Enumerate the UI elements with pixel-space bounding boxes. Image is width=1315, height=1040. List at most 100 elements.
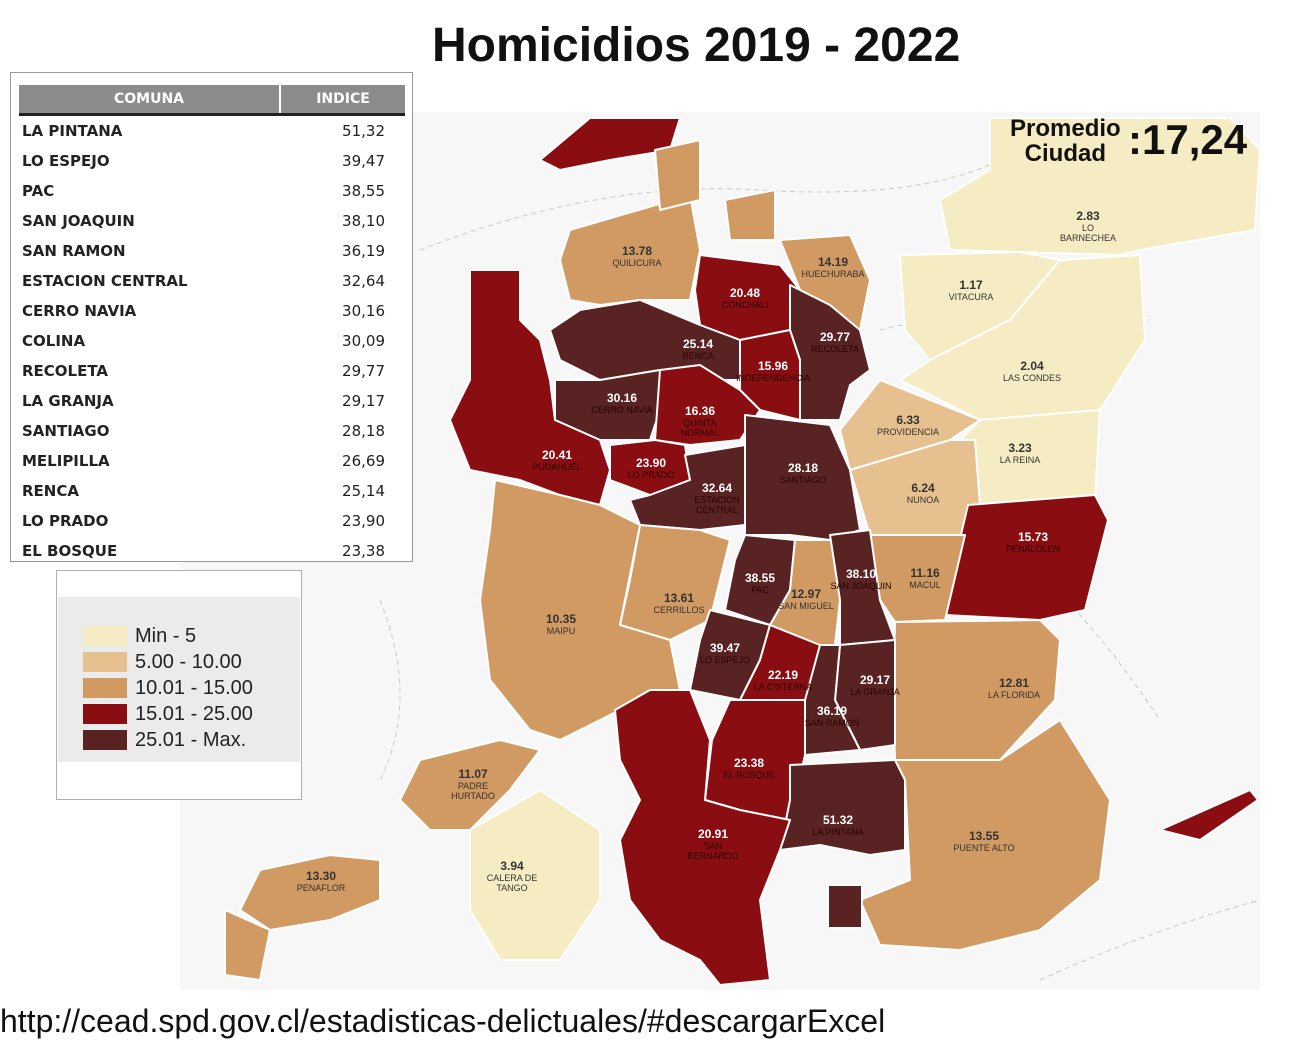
comuna-colina (539, 117, 681, 171)
comuna-value-label: 3.23 (1008, 441, 1032, 455)
table-row: PAC 38,55 (19, 176, 405, 206)
comuna-name-label: NUNOA (907, 495, 940, 505)
legend-label: 15.01 - 25.00 (135, 702, 253, 725)
table-row: LO PRADO 23,90 (19, 506, 405, 536)
comuna-name-label: ESTACION CENTRAL (694, 495, 739, 515)
comuna-padre-hurtado (399, 739, 541, 831)
comuna-name-label: SAN JOAQUIN (830, 581, 891, 591)
indice-cell: 30,16 (342, 302, 385, 320)
comuna-cell: RENCA (22, 482, 79, 500)
comuna-la-pintana-south (827, 884, 863, 929)
comuna-name-label: EL BOSQUE (723, 770, 775, 780)
comuna-value-label: 13.30 (306, 869, 336, 883)
comuna-name-label: LA CISTERNA (754, 682, 813, 692)
legend-swatch (83, 626, 127, 646)
ranking-header-row: COMUNA INDICE (19, 85, 405, 116)
comuna-cell: PAC (22, 182, 55, 200)
legend-swatch (83, 730, 127, 750)
comuna-name-label: HUECHURABA (801, 269, 864, 279)
indice-cell: 28,18 (342, 422, 385, 440)
comuna-cell: RECOLETA (22, 362, 109, 380)
indice-cell: 30,09 (342, 332, 385, 350)
comuna-value-label: 15.96 (758, 359, 788, 373)
comuna-cell: SAN RAMON (22, 242, 126, 260)
comuna-cell: LA PINTANA (22, 122, 123, 140)
comuna-name-label: SAN RAMON (805, 718, 860, 728)
comuna-value-label: 23.90 (636, 456, 666, 470)
comuna-name-label: QUINTA NORMAL (681, 418, 720, 438)
table-row: SAN JOAQUIN 38,10 (19, 206, 405, 236)
comuna-name-label: CONCHALI (722, 300, 769, 310)
table-row: LO ESPEJO 39,47 (19, 146, 405, 176)
comuna-value-label: 39.47 (710, 641, 740, 655)
comuna-name-label: MACUL (909, 580, 941, 590)
ranking-body: LA PINTANA 51,32 LO ESPEJO 39,47 PAC 38,55 SAN… (19, 115, 405, 567)
comuna-name-label: PUDAHUEL (532, 462, 581, 472)
ranking-table: COMUNA INDICE LA PINTANA 51,32 LO ESPEJO 39… (19, 85, 405, 566)
indice-cell: 38,10 (342, 212, 385, 230)
comuna-value-label: 13.55 (969, 829, 999, 843)
comuna-name-label: MAIPU (547, 626, 576, 636)
map-road (379, 599, 401, 781)
city-average-label: Promedio Ciudad (1010, 116, 1121, 166)
comuna-name-label: SAN MIGUEL (778, 601, 834, 611)
comuna-name-label: PENALOLEN (1006, 544, 1060, 554)
comuna-value-label: 15.73 (1018, 530, 1048, 544)
table-row: CERRO NAVIA 30,16 (19, 296, 405, 326)
table-row: RENCA 25,14 (19, 476, 405, 506)
column-header-comuna: COMUNA (19, 85, 280, 116)
comuna-north-tan-2 (724, 189, 776, 241)
legend-item: 5.00 - 10.00 (83, 651, 242, 673)
indice-cell: 23,38 (342, 542, 385, 560)
comuna-value-label: 16.36 (685, 404, 715, 418)
indice-cell: 38,55 (342, 182, 385, 200)
comuna-value-label: 14.19 (818, 255, 848, 269)
comuna-value-label: 13.61 (664, 591, 694, 605)
legend-label: 25.01 - Max. (135, 728, 247, 751)
comuna-lo-barnechea (939, 117, 1261, 256)
comuna-value-label: 6.33 (896, 413, 920, 427)
comuna-name-label: QUILICURA (612, 258, 661, 268)
legend-label: Min - 5 (135, 624, 197, 647)
comuna-value-label: 36.19 (817, 704, 847, 718)
indice-cell: 25,14 (342, 482, 385, 500)
comuna-cell: COLINA (22, 332, 86, 350)
comuna-value-label: 32.64 (702, 481, 732, 495)
comuna-name-label: PUENTE ALTO (953, 843, 1014, 853)
comuna-name-label: PENAFLOR (297, 883, 346, 893)
comuna-cell: ESTACION CENTRAL (22, 272, 188, 290)
comuna-cell: SANTIAGO (22, 422, 110, 440)
indice-cell: 29,77 (342, 362, 385, 380)
comuna-value-label: 6.24 (911, 481, 935, 495)
comuna-value-label: 1.17 (959, 278, 983, 292)
indice-cell: 23,90 (342, 512, 385, 530)
table-row: LA GRANJA 29,17 (19, 386, 405, 416)
comuna-value-label: 51.32 (823, 813, 853, 827)
comuna-name-label: LO ESPEJO (700, 655, 750, 665)
legend-item: 25.01 - Max. (83, 729, 246, 751)
comuna-value-label: 25.14 (683, 337, 713, 351)
map-road (419, 159, 1001, 251)
comuna-name-label: CALERA DE TANGO (487, 873, 538, 893)
comuna-cell: LO PRADO (22, 512, 109, 530)
ranking-table-panel: COMUNA INDICE LA PINTANA 51,32 LO ESPEJO 39… (10, 72, 413, 562)
map-road (1039, 899, 1261, 981)
comuna-penalolen (944, 494, 1109, 621)
comuna-value-label: 11.07 (458, 767, 488, 781)
map-road (999, 539, 1161, 721)
comuna-value-label: 3.94 (500, 859, 524, 873)
legend-item: Min - 5 (83, 625, 196, 647)
comuna-value-label: 38.10 (846, 567, 876, 581)
source-url: http://cead.spd.gov.cl/estadisticas-deli… (0, 1003, 886, 1039)
comuna-name-label: SANTIAGO (780, 475, 827, 485)
indice-cell: 39,47 (342, 152, 385, 170)
comuna-value-label: 2.04 (1020, 359, 1044, 373)
map-title: Homicidios 2019 - 2022 (432, 19, 961, 72)
legend-item: 10.01 - 15.00 (83, 677, 253, 699)
comuna-value-label: 11.16 (910, 566, 940, 580)
comuna-value-label: 29.17 (860, 673, 890, 687)
legend-label: 5.00 - 10.00 (135, 650, 242, 673)
table-row: SANTIAGO 28,18 (19, 416, 405, 446)
comuna-value-label: 22.19 (768, 668, 798, 682)
